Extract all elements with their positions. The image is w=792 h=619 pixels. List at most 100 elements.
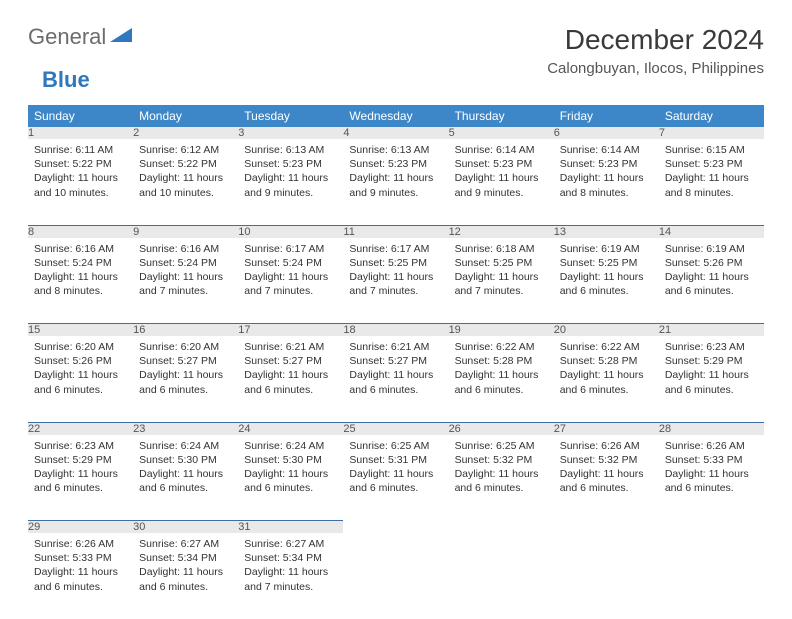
daylight-line: Daylight: 11 hours and 6 minutes. [34,565,127,593]
sunset-line: Sunset: 5:32 PM [455,453,548,467]
daylight-line: Daylight: 11 hours and 6 minutes. [244,467,337,495]
calendar-header-row: SundayMondayTuesdayWednesdayThursdayFrid… [28,105,764,127]
sunrise-line: Sunrise: 6:20 AM [34,340,127,354]
title-block: December 2024 Calongbuyan, Ilocos, Phili… [547,24,764,77]
day-number: 2 [133,127,238,139]
empty-cell [554,521,659,534]
sunset-line: Sunset: 5:25 PM [455,256,548,270]
sunrise-line: Sunrise: 6:26 AM [560,439,653,453]
day-number: 26 [449,422,554,435]
sunset-line: Sunset: 5:24 PM [139,256,232,270]
day-cell: Sunrise: 6:27 AMSunset: 5:34 PMDaylight:… [238,533,343,619]
day-number: 1 [28,127,133,139]
sunset-line: Sunset: 5:28 PM [455,354,548,368]
daylight-line: Daylight: 11 hours and 7 minutes. [244,565,337,593]
daylight-line: Daylight: 11 hours and 9 minutes. [244,171,337,199]
day-number: 12 [449,225,554,238]
sunrise-line: Sunrise: 6:19 AM [665,242,758,256]
empty-cell [659,533,764,619]
day-cell: Sunrise: 6:12 AMSunset: 5:22 PMDaylight:… [133,139,238,225]
day-cell: Sunrise: 6:26 AMSunset: 5:32 PMDaylight:… [554,435,659,521]
daylight-line: Daylight: 11 hours and 8 minutes. [560,171,653,199]
day-cell: Sunrise: 6:24 AMSunset: 5:30 PMDaylight:… [133,435,238,521]
daylight-line: Daylight: 11 hours and 6 minutes. [560,467,653,495]
daylight-line: Daylight: 11 hours and 6 minutes. [349,467,442,495]
day-header: Tuesday [238,105,343,127]
day-cell: Sunrise: 6:26 AMSunset: 5:33 PMDaylight:… [659,435,764,521]
empty-cell [659,521,764,534]
sunrise-line: Sunrise: 6:12 AM [139,143,232,157]
sunrise-line: Sunrise: 6:27 AM [244,537,337,551]
daylight-line: Daylight: 11 hours and 9 minutes. [349,171,442,199]
sunrise-line: Sunrise: 6:13 AM [244,143,337,157]
day-number: 6 [554,127,659,139]
sunset-line: Sunset: 5:25 PM [560,256,653,270]
empty-cell [343,521,448,534]
day-cell: Sunrise: 6:24 AMSunset: 5:30 PMDaylight:… [238,435,343,521]
day-number: 18 [343,324,448,337]
day-cell: Sunrise: 6:14 AMSunset: 5:23 PMDaylight:… [554,139,659,225]
sunrise-line: Sunrise: 6:14 AM [560,143,653,157]
sunrise-line: Sunrise: 6:24 AM [244,439,337,453]
day-cell: Sunrise: 6:26 AMSunset: 5:33 PMDaylight:… [28,533,133,619]
sunset-line: Sunset: 5:25 PM [349,256,442,270]
sunrise-line: Sunrise: 6:25 AM [349,439,442,453]
daylight-line: Daylight: 11 hours and 6 minutes. [34,467,127,495]
day-cell: Sunrise: 6:22 AMSunset: 5:28 PMDaylight:… [554,336,659,422]
day-cell: Sunrise: 6:17 AMSunset: 5:25 PMDaylight:… [343,238,448,324]
sunset-line: Sunset: 5:22 PM [34,157,127,171]
empty-cell [449,533,554,619]
daylight-line: Daylight: 11 hours and 9 minutes. [455,171,548,199]
day-number: 31 [238,521,343,534]
location: Calongbuyan, Ilocos, Philippines [547,60,764,77]
sunrise-line: Sunrise: 6:13 AM [349,143,442,157]
daylight-line: Daylight: 11 hours and 10 minutes. [34,171,127,199]
week-row: Sunrise: 6:11 AMSunset: 5:22 PMDaylight:… [28,139,764,225]
day-cell: Sunrise: 6:21 AMSunset: 5:27 PMDaylight:… [238,336,343,422]
daynum-row: 1234567 [28,127,764,139]
sunrise-line: Sunrise: 6:19 AM [560,242,653,256]
day-header: Thursday [449,105,554,127]
sunset-line: Sunset: 5:23 PM [560,157,653,171]
day-cell: Sunrise: 6:18 AMSunset: 5:25 PMDaylight:… [449,238,554,324]
day-number: 3 [238,127,343,139]
daylight-line: Daylight: 11 hours and 7 minutes. [139,270,232,298]
day-cell: Sunrise: 6:25 AMSunset: 5:31 PMDaylight:… [343,435,448,521]
sunrise-line: Sunrise: 6:21 AM [349,340,442,354]
day-number: 4 [343,127,448,139]
daylight-line: Daylight: 11 hours and 8 minutes. [665,171,758,199]
day-number: 9 [133,225,238,238]
day-number: 5 [449,127,554,139]
daylight-line: Daylight: 11 hours and 8 minutes. [34,270,127,298]
daylight-line: Daylight: 11 hours and 7 minutes. [349,270,442,298]
week-row: Sunrise: 6:16 AMSunset: 5:24 PMDaylight:… [28,238,764,324]
empty-cell [343,533,448,619]
day-cell: Sunrise: 6:27 AMSunset: 5:34 PMDaylight:… [133,533,238,619]
sunrise-line: Sunrise: 6:23 AM [34,439,127,453]
day-cell: Sunrise: 6:25 AMSunset: 5:32 PMDaylight:… [449,435,554,521]
sunset-line: Sunset: 5:24 PM [34,256,127,270]
day-cell: Sunrise: 6:16 AMSunset: 5:24 PMDaylight:… [133,238,238,324]
week-row: Sunrise: 6:20 AMSunset: 5:26 PMDaylight:… [28,336,764,422]
daylight-line: Daylight: 11 hours and 6 minutes. [349,368,442,396]
sunset-line: Sunset: 5:28 PM [560,354,653,368]
day-cell: Sunrise: 6:17 AMSunset: 5:24 PMDaylight:… [238,238,343,324]
day-number: 30 [133,521,238,534]
daylight-line: Daylight: 11 hours and 7 minutes. [244,270,337,298]
sunrise-line: Sunrise: 6:16 AM [139,242,232,256]
day-number: 22 [28,422,133,435]
daylight-line: Daylight: 11 hours and 6 minutes. [665,270,758,298]
daylight-line: Daylight: 11 hours and 6 minutes. [139,368,232,396]
logo-triangle-icon [110,26,132,49]
day-cell: Sunrise: 6:20 AMSunset: 5:27 PMDaylight:… [133,336,238,422]
day-number: 13 [554,225,659,238]
sunrise-line: Sunrise: 6:27 AM [139,537,232,551]
daylight-line: Daylight: 11 hours and 7 minutes. [455,270,548,298]
daylight-line: Daylight: 11 hours and 6 minutes. [560,368,653,396]
sunset-line: Sunset: 5:29 PM [665,354,758,368]
sunrise-line: Sunrise: 6:20 AM [139,340,232,354]
logo: General [28,24,134,50]
day-cell: Sunrise: 6:14 AMSunset: 5:23 PMDaylight:… [449,139,554,225]
month-title: December 2024 [547,24,764,56]
sunrise-line: Sunrise: 6:11 AM [34,143,127,157]
